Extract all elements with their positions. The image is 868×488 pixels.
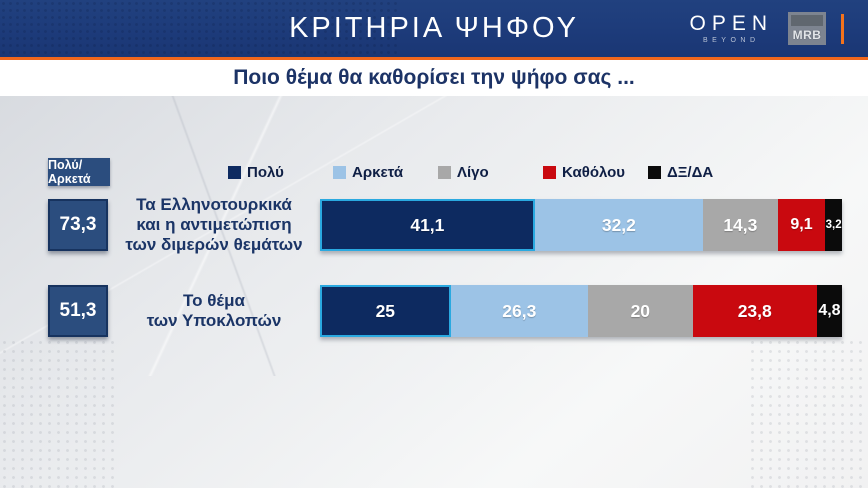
chart-question: Ποιο θέμα θα καθορίσει την ψήφο σας ... (233, 66, 635, 89)
header-banner: ΚΡΙΤΗΡΙΑ ΨΗΦΟΥ OPEN BEYOND MRB (0, 0, 868, 57)
legend-label: Λίγο (457, 163, 489, 181)
chart-panel: Πολύ/Αρκετά Πολύ Αρκετά Λίγο Καθόλου ΔΞ/… (0, 96, 868, 488)
open-channel-logo: OPEN BEYOND (689, 13, 773, 44)
bar-segment: 14,3 (703, 199, 778, 251)
bar-segment: 26,3 (450, 285, 589, 337)
summary-value-box: 73,3 (48, 199, 108, 251)
bar-segment: 25 (320, 285, 451, 337)
legend-row: Πολύ/Αρκετά Πολύ Αρκετά Λίγο Καθόλου ΔΞ/… (48, 158, 842, 186)
bar-segment: 32,2 (534, 199, 703, 251)
bar-segment: 23,8 (692, 285, 817, 337)
legend-swatch (438, 165, 451, 179)
bar-segment: 3,2 (825, 199, 842, 251)
mrb-logo: MRB (788, 12, 826, 45)
legend-swatch (648, 165, 661, 179)
bar-segment: 20 (588, 285, 693, 337)
halftone-decoration-right (748, 338, 868, 488)
legend-item: Καθόλου (543, 164, 648, 181)
halftone-decoration-left (0, 338, 120, 488)
legend-item: Λίγο (438, 164, 543, 181)
legend-swatch (333, 165, 346, 179)
open-logo-subtext: BEYOND (702, 37, 760, 44)
legend-label: Καθόλου (562, 163, 626, 181)
legend-label: Πολύ (247, 163, 284, 181)
logo-group: OPEN BEYOND MRB (689, 0, 844, 57)
mrb-logo-mark (791, 15, 823, 26)
page-title: ΚΡΙΤΗΡΙΑ ΨΗΦΟΥ (289, 12, 579, 44)
chart-rows: 73,3 Τα Ελληνοτουρκικά και η αντιμετώπισ… (48, 195, 842, 337)
subtitle-strip: Ποιο θέμα θα καθορίσει την ψήφο σας ... (0, 60, 868, 96)
orange-accent-line (0, 57, 868, 60)
summary-value-box: 51,3 (48, 285, 108, 337)
bar-segment: 41,1 (320, 199, 535, 251)
legend-label: ΔΞ/ΔΑ (667, 163, 714, 181)
stacked-bar: 41,1 32,2 14,3 9,1 3,2 (320, 199, 842, 251)
summary-column-header: Πολύ/Αρκετά (48, 158, 110, 186)
orange-divider-bar (841, 13, 844, 44)
mrb-logo-text: MRB (792, 27, 822, 42)
row-category-label: Τα Ελληνοτουρκικά και η αντιμετώπιση των… (125, 194, 303, 255)
chart-row: 51,3 Το θέμα των Υποκλοπών 25 26,3 20 23,8 4… (48, 285, 842, 337)
open-logo-text: OPEN (689, 12, 773, 35)
legend-swatch (228, 165, 241, 179)
stacked-bar: 25 26,3 20 23,8 4,8 (320, 285, 842, 337)
legend-item: ΔΞ/ΔΑ (648, 164, 713, 181)
legend-item: Πολύ (228, 164, 333, 181)
row-category-label: Το θέμα των Υποκλοπών (146, 290, 282, 330)
legend-label: Αρκετά (352, 163, 404, 181)
legend-item: Αρκετά (333, 164, 438, 181)
bar-segment: 4,8 (816, 285, 842, 337)
chart-row: 73,3 Τα Ελληνοτουρκικά και η αντιμετώπισ… (48, 195, 842, 254)
legend-swatch (543, 165, 556, 179)
legend: Πολύ Αρκετά Λίγο Καθόλου ΔΞ/ΔΑ (228, 164, 713, 181)
bar-segment: 9,1 (777, 199, 826, 251)
